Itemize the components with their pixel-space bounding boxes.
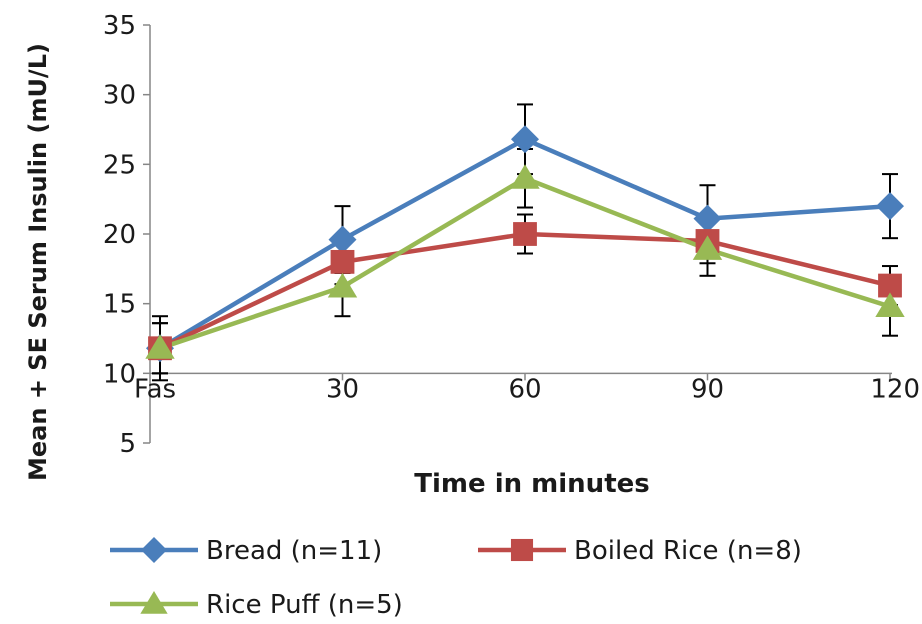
y-tick-label: 30 [103,81,136,111]
legend-item: Bread (n=11) [110,536,382,566]
marker-square [513,222,537,246]
y-tick-label: 5 [119,429,136,459]
y-tick-label: 20 [103,220,136,250]
y-axis-title: Mean + SE Serum Insulin (mU/L) [24,43,52,481]
legend-item: Rice Puff (n=5) [110,590,403,620]
legend-item: Boiled Rice (n=8) [478,536,802,566]
tick-labels: 5 10 15 20 25 30 35 Fas 30 60 90 120 [103,11,920,459]
x-axis-title: Time in minutes [414,469,649,499]
legend-label: Bread (n=11) [206,536,382,566]
x-tick-label: 60 [508,374,541,404]
marker-square [330,249,355,274]
y-tick-label: 15 [103,290,136,320]
marker-triangle [510,164,540,189]
x-tick-label: 30 [326,374,359,404]
legend-label: Boiled Rice (n=8) [574,536,802,566]
series-markers [145,125,905,363]
y-tick-label: 25 [103,150,136,180]
axes [143,24,892,444]
x-tick-label: Fas [134,374,176,404]
marker-diamond [328,225,357,254]
x-tick-label: 90 [691,374,724,404]
marker-diamond [693,204,722,233]
y-tick-label: 35 [103,11,136,41]
x-tick-label: 120 [870,374,920,404]
marker-diamond [876,192,904,221]
marker-triangle [327,272,358,298]
marker-triangle [875,292,905,317]
marker-square [510,538,534,562]
marker-triangle [145,334,175,359]
marker-triangle [140,591,168,614]
legend-label: Rice Puff (n=5) [206,590,403,619]
y-tick-label: 10 [103,359,136,389]
marker-triangle [692,235,723,260]
legend: Bread (n=11) Boiled Rice (n=8) Rice Puff (… [110,536,802,620]
marker-square [878,273,902,298]
marker-diamond [141,537,167,563]
marker-diamond [511,125,539,154]
